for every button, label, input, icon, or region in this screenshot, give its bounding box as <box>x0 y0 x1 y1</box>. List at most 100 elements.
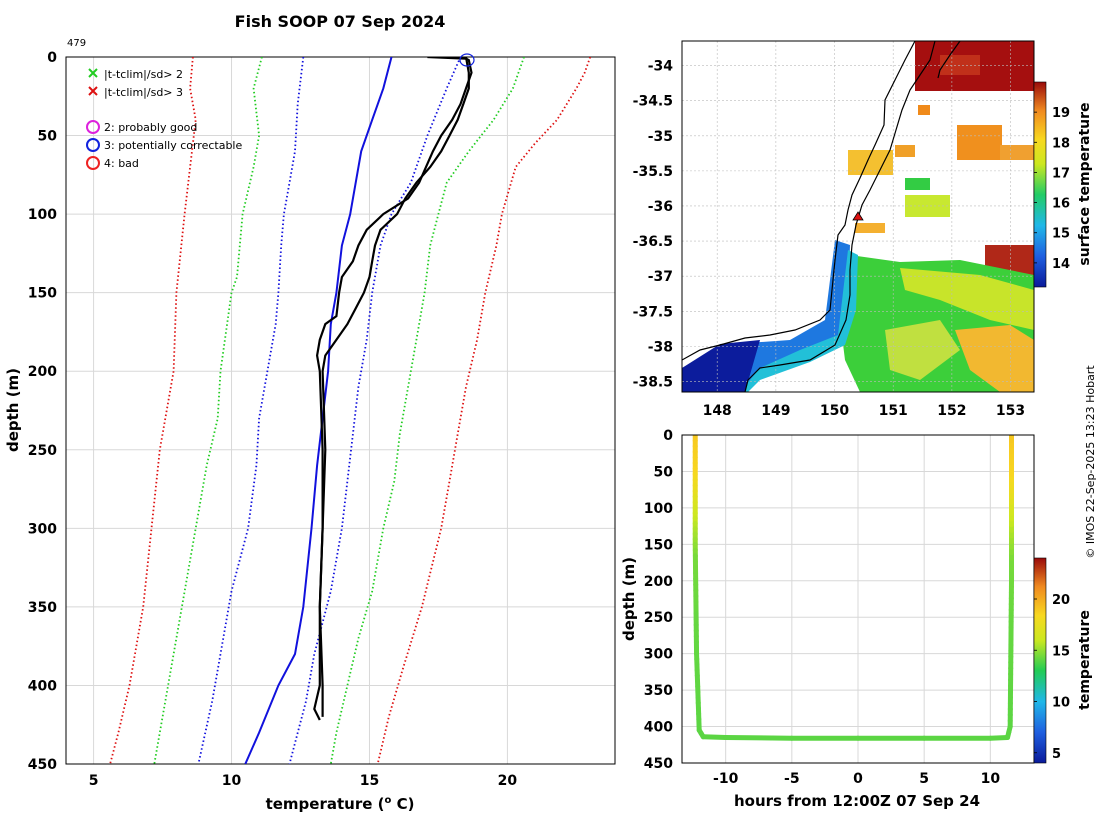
sst-orange-patch <box>918 105 930 115</box>
profile-ytick-label: 200 <box>28 364 57 380</box>
section-colorbar-tick-label: 10 <box>1052 696 1070 711</box>
profile-series-line <box>314 57 471 720</box>
profile-ytick-label: 400 <box>28 678 57 694</box>
legend-flag4-label: 4: bad <box>104 157 139 170</box>
figure-title: Fish SOOP 07 Sep 2024 <box>235 12 446 31</box>
section-track-segment <box>703 737 725 738</box>
section-xtick-label: 0 <box>853 771 863 787</box>
map-colorbar-tick-label: 16 <box>1052 197 1070 212</box>
section-ytick-label: 450 <box>644 756 673 772</box>
profile-xtick-label: 20 <box>498 773 518 789</box>
legend: |t-tclim|/sd> 2 |t-tclim|/sd> 3 2: proba… <box>87 68 242 170</box>
section-xtick-label: -5 <box>784 771 800 787</box>
section-ytick-label: 250 <box>644 610 673 626</box>
map-panel: 148 149 150 151 152 153 -34 -34.5 -35 -35.5 -36 -36… <box>633 41 1093 419</box>
map-ytick-label: -37.5 <box>633 304 673 320</box>
map-colorbar-tick-label: 14 <box>1052 257 1070 272</box>
map-xtick-label: 150 <box>820 403 849 419</box>
profile-ytick-label: 0 <box>47 50 57 66</box>
section-colorbar-label: temperature <box>1077 610 1093 710</box>
profile-ytick-label: 250 <box>28 443 57 459</box>
profile-ytick-label: 450 <box>28 757 57 773</box>
legend-cross-red: |t-tclim|/sd> 3 <box>89 86 183 99</box>
section-ytick-label: 100 <box>644 501 673 517</box>
sst-orange-patch <box>957 125 1002 160</box>
map-xtick-label: 152 <box>937 403 966 419</box>
section-track-segment <box>990 737 1007 738</box>
section-ytick-label: 0 <box>663 428 673 444</box>
map-colorbar-label: surface temperature <box>1077 102 1093 265</box>
section-xtick-label: -10 <box>713 771 739 787</box>
map-colorbar-tick-label: 17 <box>1052 166 1070 181</box>
section-colorbar-tick-label: 5 <box>1052 747 1061 762</box>
sst-orange-patch <box>855 223 885 233</box>
map-ytick-label: -38.5 <box>633 374 673 390</box>
legend-cross-red-label: |t-tclim|/sd> 3 <box>104 86 183 99</box>
sst-warm-patch <box>940 55 980 75</box>
map-ytick-label: -36 <box>648 199 673 215</box>
profile-xlabel: temperature (o C) <box>266 795 415 813</box>
credit-text: © IMOS 22-Sep-2025 13:23 Hobart <box>1084 365 1097 559</box>
map-xtick-label: 148 <box>703 403 732 419</box>
profile-series <box>110 57 590 764</box>
profile-ylabel: depth (m) <box>4 368 22 452</box>
section-ytick-label: 50 <box>654 464 674 480</box>
section-colorbar-tick-label: 20 <box>1052 593 1070 608</box>
map-ytick-label: -35.5 <box>633 164 673 180</box>
section-ytick-label: 350 <box>644 683 673 699</box>
section-ytick-label: 150 <box>644 537 673 553</box>
profile-ytick-label: 300 <box>28 521 57 537</box>
map-colorbar <box>1034 82 1046 287</box>
profile-ytick-label: 50 <box>38 129 58 145</box>
profile-series-line <box>290 57 461 764</box>
sst-orange-patch <box>1000 145 1034 160</box>
map-xtick-label: 153 <box>996 403 1025 419</box>
legend-cross-green: |t-tclim|/sd> 2 <box>89 68 183 81</box>
profile-series-line <box>198 57 303 764</box>
legend-flag3-label: 3: potentially correctable <box>104 139 242 152</box>
section-xtick-label: 10 <box>981 771 1001 787</box>
legend-flag2: 2: probably good <box>87 121 197 134</box>
section-ytick-label: 400 <box>644 720 673 736</box>
section-ytick-label: 200 <box>644 574 673 590</box>
sst-orange-patch <box>895 145 915 157</box>
profile-id: 479 <box>67 38 86 49</box>
section-xtick-label: 5 <box>919 771 929 787</box>
section-track <box>695 435 1011 738</box>
section-track-segment <box>726 737 792 738</box>
section-gridlines <box>682 435 1034 763</box>
map-ytick-label: -36.5 <box>633 234 673 250</box>
profile-series-line <box>320 57 469 717</box>
profile-series-line <box>154 57 262 764</box>
map-colorbar-tick-label: 19 <box>1052 106 1070 121</box>
map-ytick-label: -35 <box>648 129 673 145</box>
legend-flag3: 3: potentially correctable <box>87 139 242 152</box>
section-colorbar-tick-label: 15 <box>1052 644 1070 659</box>
section-ylabel: depth (m) <box>620 557 638 641</box>
profile-gridlines <box>66 57 615 764</box>
section-ytick-label: 300 <box>644 647 673 663</box>
map-ytick-label: -38 <box>648 339 673 355</box>
profile-ytick-label: 150 <box>28 286 57 302</box>
map-ytick-label: -34 <box>648 59 674 75</box>
map-ytick-label: -34.5 <box>633 94 673 110</box>
profile-xtick-label: 5 <box>89 773 99 789</box>
legend-cross-green-label: |t-tclim|/sd> 2 <box>104 68 183 81</box>
map-ytick-label: -37 <box>648 269 673 285</box>
profile-xtick-label: 15 <box>360 773 379 789</box>
profile-ytick-label: 350 <box>28 600 57 616</box>
sst-green-patch <box>905 178 930 190</box>
profile-ytick-label: 100 <box>28 207 57 223</box>
section-xlabel: hours from 12:00Z 07 Sep 24 <box>734 792 980 810</box>
profile-xtick-label: 10 <box>222 773 242 789</box>
map-xtick-label: 151 <box>879 403 908 419</box>
legend-flag2-label: 2: probably good <box>104 121 197 134</box>
map-colorbar-tick-label: 15 <box>1052 227 1070 242</box>
section-colorbar <box>1034 558 1046 763</box>
profile-series-line <box>378 57 591 764</box>
map-xtick-label: 149 <box>761 403 790 419</box>
